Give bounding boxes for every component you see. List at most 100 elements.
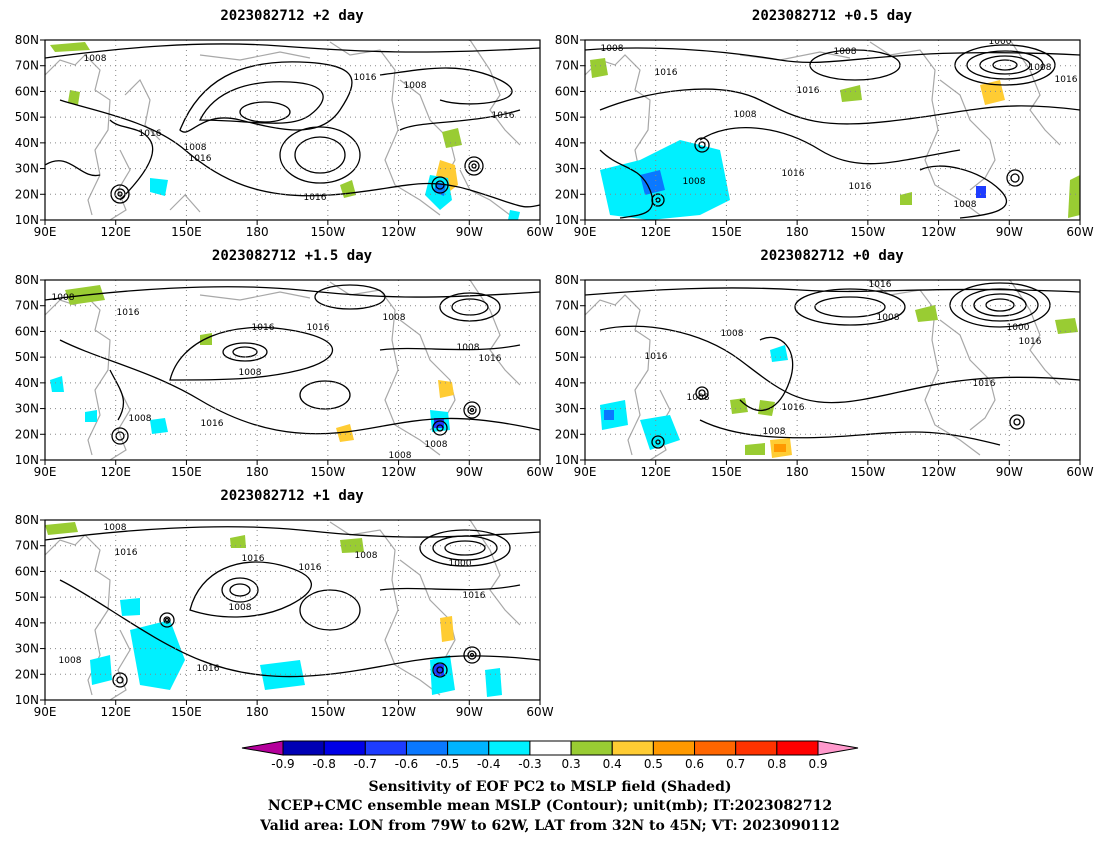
- y-tick-label: 20N: [15, 187, 39, 201]
- y-tick-label: 40N: [15, 376, 39, 390]
- contour-label: 1008: [734, 110, 757, 120]
- y-tick-label: 70N: [15, 299, 39, 313]
- y-tick-label: 70N: [15, 59, 39, 73]
- colorbar-segment: [570, 740, 613, 756]
- colorbar-segment: [364, 740, 407, 756]
- contour-label: 1016: [242, 554, 265, 564]
- colorbar-tick-label: -0.3: [518, 757, 541, 771]
- colorbar-segment: [652, 740, 696, 756]
- x-tick-label: 120E: [640, 225, 671, 239]
- y-tick-label: 50N: [15, 110, 39, 124]
- y-tick-label: 50N: [15, 590, 39, 604]
- contour-label: 1000: [1007, 323, 1030, 333]
- colorbar-tick-label: -0.8: [312, 757, 335, 771]
- x-tick-label: 90E: [34, 225, 57, 239]
- contour-label: 1008: [457, 343, 480, 353]
- axis-ticks: 90E 120E 150E 180 150W 120W 90W 60W 80N 70N 60N 50N…: [15, 273, 554, 479]
- x-tick-label: 150E: [171, 465, 202, 479]
- panel-p5: 2023082712 +1 day: [15, 488, 554, 719]
- x-tick-label: 150E: [171, 225, 202, 239]
- contour-label: 1008: [104, 523, 127, 533]
- contour-label: 1016: [117, 308, 140, 318]
- gridlines: [585, 280, 1081, 460]
- y-tick-label: 20N: [555, 427, 579, 441]
- panel-p3: 2023082712 +1.5 day: [15, 248, 554, 479]
- x-tick-label: 120W: [381, 225, 416, 239]
- x-tick-label: 120E: [100, 465, 131, 479]
- isobars: [585, 44, 1080, 219]
- contour-label: 1008: [683, 177, 706, 187]
- contour-label: 1016: [655, 68, 678, 78]
- contour-label: 1008: [59, 656, 82, 666]
- y-tick-label: 30N: [15, 642, 39, 656]
- y-tick-label: 10N: [555, 213, 579, 227]
- x-tick-label: 150W: [850, 225, 885, 239]
- colorbar-tick-label: 0.6: [685, 757, 704, 771]
- y-tick-label: 40N: [15, 136, 39, 150]
- isobars: [45, 43, 540, 208]
- contour-label: 1016: [797, 86, 820, 96]
- y-tick-label: 20N: [15, 427, 39, 441]
- contour-labels: 1016 1008 1008 1016 1008 1000 1016 1016 …: [645, 280, 1042, 437]
- y-tick-label: 30N: [15, 162, 39, 176]
- y-tick-label: 10N: [555, 453, 579, 467]
- colorbar-segment: [529, 740, 572, 756]
- x-tick-label: 60W: [526, 225, 553, 239]
- axis-ticks: 90E 120E 150E 180 150W 120W 90W 60W 80N 70N 60N 50N…: [555, 33, 1094, 239]
- y-tick-label: 50N: [15, 350, 39, 364]
- colorbar-tick-label: -0.6: [395, 757, 418, 771]
- y-tick-label: 60N: [15, 84, 39, 98]
- plot-frame: [44, 519, 541, 701]
- isobars: [45, 526, 540, 688]
- y-tick-label: 80N: [15, 513, 39, 527]
- caption-line-2: NCEP+CMC ensemble mean MSLP (Contour); u…: [268, 798, 832, 814]
- contour-labels: 1008 1016 1016 1016 1008 1008 1016 1008 …: [52, 293, 502, 460]
- contour-label: 1016: [197, 664, 220, 674]
- contour-label: 1016: [645, 352, 668, 362]
- colorbar-tick-label: -0.7: [354, 757, 377, 771]
- colorbar-tick-label: -0.5: [436, 757, 459, 771]
- contour-label: 1016: [252, 323, 275, 333]
- x-tick-label: 90W: [996, 465, 1023, 479]
- panel-title: 2023082712 +0.5 day: [752, 8, 913, 24]
- plot-frame: [44, 279, 541, 461]
- y-tick-label: 20N: [15, 667, 39, 681]
- colorbar-tick-label: 0.7: [726, 757, 745, 771]
- plot-frame: [584, 39, 1081, 221]
- contour-label: 1008: [721, 329, 744, 339]
- x-tick-label: 90W: [456, 465, 483, 479]
- x-tick-label: 90W: [996, 225, 1023, 239]
- colorbar-segment: [735, 740, 778, 756]
- gridlines: [585, 40, 1081, 220]
- x-tick-label: 90E: [574, 225, 597, 239]
- panel-title: 2023082712 +0 day: [760, 248, 904, 264]
- contour-label: 1016: [139, 129, 162, 139]
- contour-label: 1008: [355, 551, 378, 561]
- x-tick-label: 150W: [310, 225, 345, 239]
- axis-ticks: 90E 120E 150E 180 150W 120W 90W 60W 80N 70N 60N 50N…: [15, 33, 554, 239]
- y-tick-label: 80N: [15, 33, 39, 47]
- contour-label: 1016: [1055, 75, 1078, 85]
- y-tick-label: 10N: [15, 693, 39, 707]
- plot-frame: [584, 279, 1081, 461]
- colorbar: -0.9 -0.8 -0.7 -0.6 -0.5 -0.4 -0.3 0.3 0.4 0.5 0.6…: [241, 740, 859, 771]
- x-tick-label: 150W: [850, 465, 885, 479]
- panel-p4: 2023082712 +0 day: [555, 248, 1094, 479]
- shading: [600, 305, 1078, 458]
- x-tick-label: 150E: [711, 225, 742, 239]
- contour-label: 1016: [463, 591, 486, 601]
- contour-label: 1008: [84, 54, 107, 64]
- x-tick-label: 180: [246, 465, 269, 479]
- contour-label: 1016: [1019, 337, 1042, 347]
- contour-labels: 1008 1016 1008 1016 1008 1016 1016 1016: [84, 54, 515, 203]
- colorbar-tick-label: 0.9: [808, 757, 827, 771]
- y-tick-label: 30N: [555, 162, 579, 176]
- colorbar-segment: [694, 740, 737, 756]
- colorbar-end-right: [817, 740, 859, 756]
- contour-label: 1008: [52, 293, 75, 303]
- contour-label: 1016: [189, 154, 212, 164]
- x-tick-label: 90E: [574, 465, 597, 479]
- contour-label: 1008: [1029, 63, 1052, 73]
- x-tick-label: 90E: [34, 705, 57, 719]
